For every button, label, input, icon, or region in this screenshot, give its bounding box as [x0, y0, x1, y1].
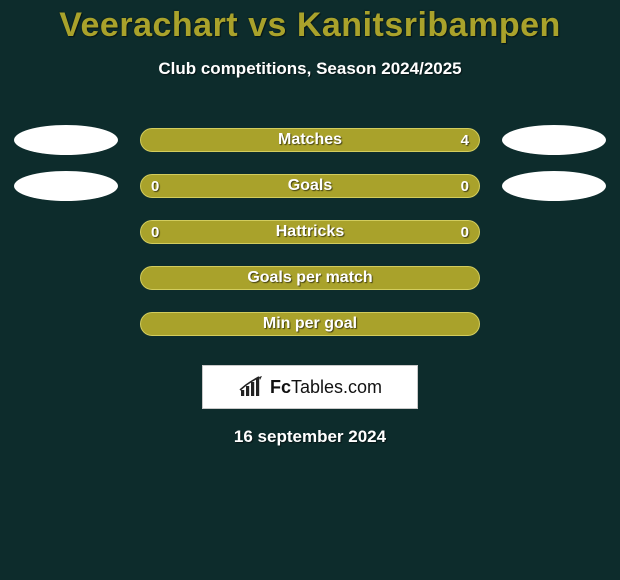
comparison-bar: Matches 4 — [140, 128, 480, 152]
comparison-rows: Matches 4 Goals 0 0 Hattricks 0 0 Goals per matc… — [0, 117, 620, 347]
decorative-ellipse — [502, 125, 606, 155]
comparison-bar: Hattricks 0 0 — [140, 220, 480, 244]
comparison-row: Min per goal — [0, 301, 620, 347]
comparison-bar: Goals per match — [140, 266, 480, 290]
value-right: 0 — [461, 178, 469, 195]
logo-text: FcTables.com — [270, 377, 382, 398]
decorative-ellipse — [14, 125, 118, 155]
logo-box: FcTables.com — [202, 365, 418, 409]
logo-bold: Fc — [270, 377, 291, 397]
value-left: 0 — [151, 224, 159, 241]
subtitle: Club competitions, Season 2024/2025 — [0, 59, 620, 79]
comparison-row: Goals per match — [0, 255, 620, 301]
date-text: 16 september 2024 — [0, 427, 620, 447]
value-right: 4 — [461, 132, 469, 149]
bar-label: Goals per match — [247, 269, 372, 287]
comparison-row: Hattricks 0 0 — [0, 209, 620, 255]
bar-label: Goals — [288, 177, 332, 195]
decorative-ellipse — [14, 171, 118, 201]
comparison-row: Matches 4 — [0, 117, 620, 163]
comparison-bar: Goals 0 0 — [140, 174, 480, 198]
comparison-bar: Min per goal — [140, 312, 480, 336]
comparison-row: Goals 0 0 — [0, 163, 620, 209]
bar-label: Min per goal — [263, 315, 357, 333]
barchart-icon — [238, 376, 264, 398]
value-left: 0 — [151, 178, 159, 195]
logo-rest: Tables.com — [291, 377, 382, 397]
decorative-ellipse — [502, 171, 606, 201]
bar-label: Hattricks — [276, 223, 344, 241]
value-right: 0 — [461, 224, 469, 241]
bar-label: Matches — [278, 131, 342, 149]
page-title: Veerachart vs Kanitsribampen — [0, 0, 620, 45]
